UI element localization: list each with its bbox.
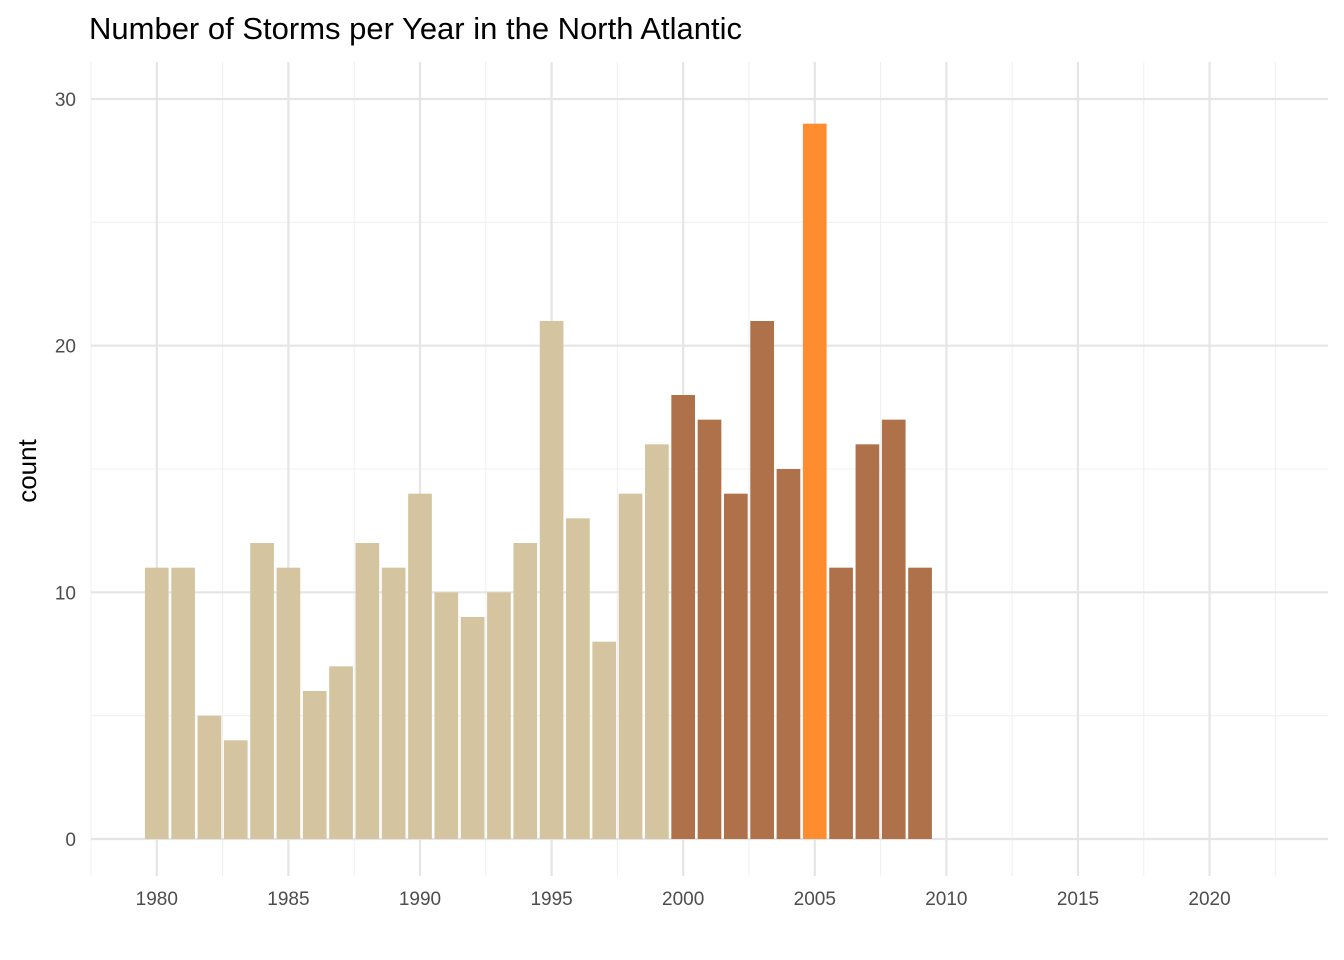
bar-1981: [171, 567, 195, 839]
bar-1985: [276, 567, 301, 839]
x-tick-label: 1985: [267, 889, 309, 910]
bar-1991: [434, 592, 459, 839]
y-tick-labels: 0 10 20 30: [55, 90, 76, 851]
x-tick-label: 2015: [1057, 889, 1099, 910]
bar-1980: [144, 567, 169, 839]
bar-2006: [829, 567, 853, 839]
bar-2001: [697, 419, 722, 839]
bar-1990: [408, 493, 432, 839]
bar-1986: [302, 691, 327, 839]
bar-1993: [487, 592, 511, 839]
y-tick-label: 20: [55, 337, 76, 358]
bar-2008: [881, 419, 906, 839]
y-axis-label: count: [12, 438, 42, 502]
bar-1995: [539, 321, 564, 839]
x-tick-label: 1980: [136, 889, 178, 910]
x-tick-label: 1990: [399, 889, 441, 910]
y-tick-label: 10: [55, 583, 76, 604]
x-tick-label: 2010: [925, 889, 967, 910]
bar-1989: [381, 567, 406, 839]
bar-2004: [776, 469, 801, 839]
bar-2005: [802, 123, 827, 839]
bar-1982: [197, 715, 222, 839]
bar-2000: [671, 395, 696, 839]
x-tick-labels: 1980 1985 1990 1995 2000 2005 2010 2015 2020: [136, 889, 1231, 910]
bar-1987: [329, 666, 353, 839]
bar-1998: [618, 493, 643, 839]
y-tick-label: 0: [65, 830, 76, 851]
bar-1988: [355, 543, 380, 839]
x-tick-label: 2000: [662, 889, 704, 910]
bar-1994: [513, 543, 538, 839]
bar-1983: [223, 740, 248, 839]
bar-1997: [592, 641, 617, 839]
bar-2007: [855, 444, 880, 839]
x-tick-label: 2020: [1188, 889, 1230, 910]
chart-title: Number of Storms per Year in the North A…: [89, 11, 742, 46]
bars: [144, 123, 932, 839]
y-tick-label: 30: [55, 90, 76, 111]
x-tick-label: 2005: [794, 889, 836, 910]
bar-2009: [908, 567, 932, 839]
bar-2002: [723, 493, 748, 839]
x-tick-label: 1995: [530, 889, 572, 910]
bar-1996: [566, 518, 590, 839]
bar-1984: [250, 543, 274, 839]
bar-1992: [460, 617, 485, 839]
bar-1999: [645, 444, 669, 839]
bar-2003: [750, 321, 774, 839]
